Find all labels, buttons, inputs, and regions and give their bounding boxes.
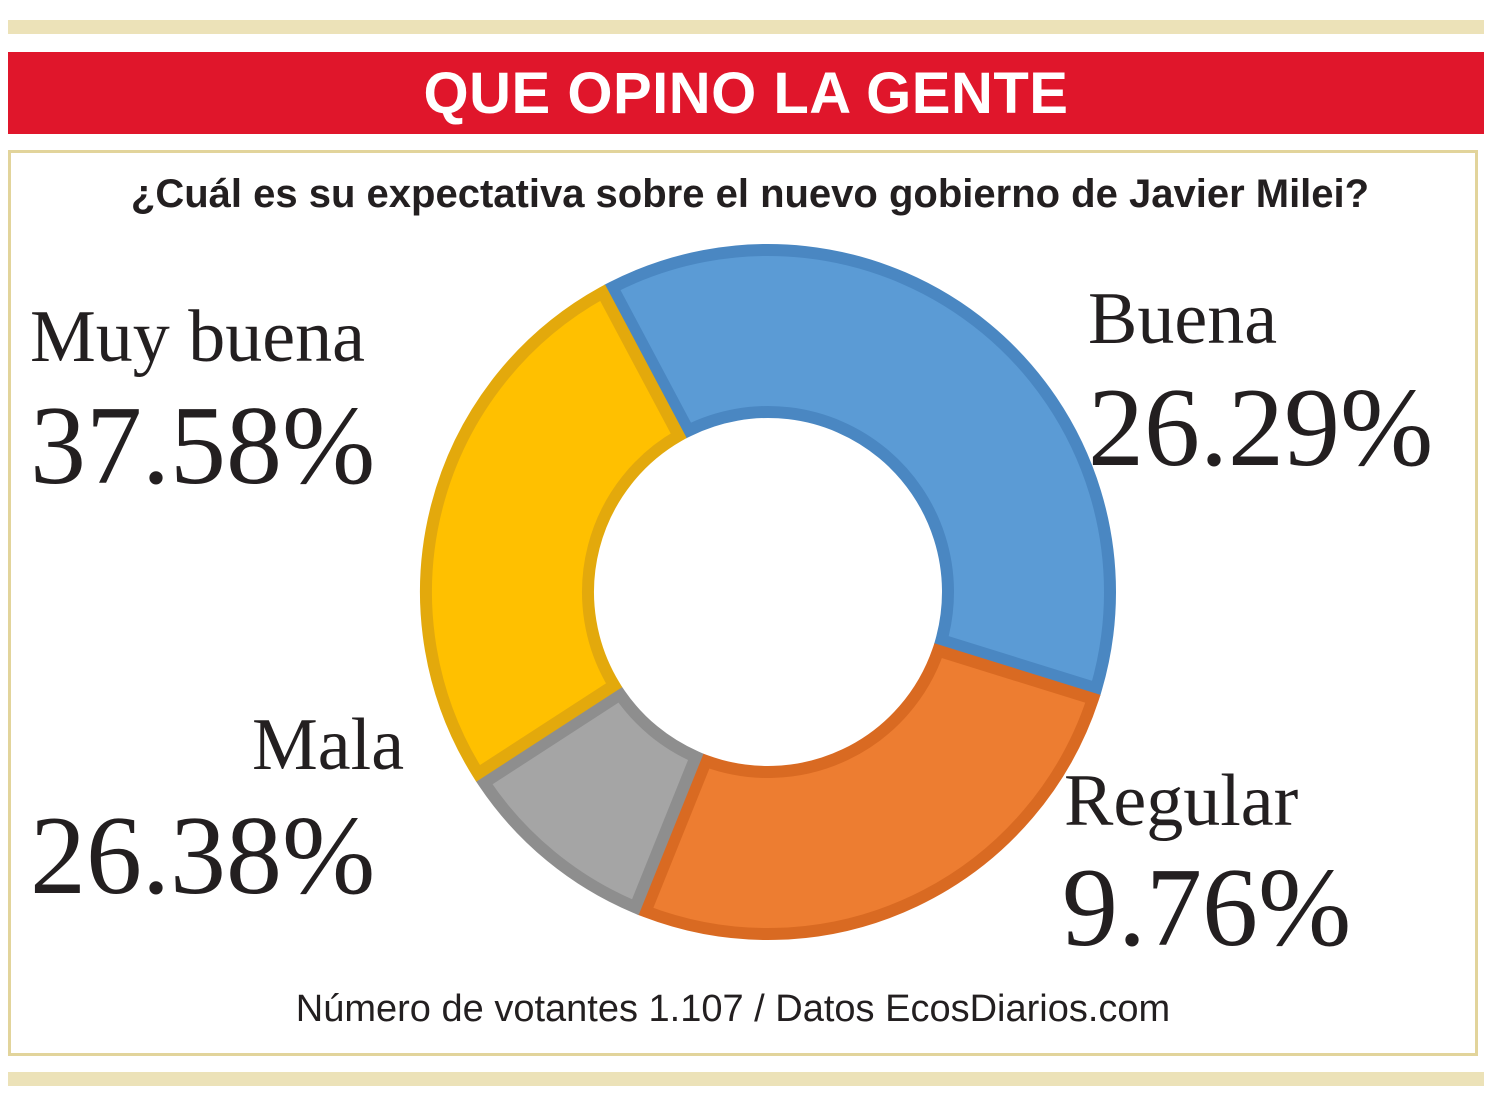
label-buena: Buena — [1088, 278, 1278, 360]
bottom-gold-rule — [8, 1072, 1484, 1086]
question-text: ¿Cuál es su expectativa sobre el nuevo g… — [130, 172, 1370, 216]
chart-frame — [8, 150, 1478, 1056]
slice-regular — [475, 686, 704, 916]
header-banner: QUE OPINO LA GENTE — [8, 52, 1484, 134]
label-muy-buena: Muy buena — [30, 296, 365, 378]
label-mala: Mala — [252, 704, 405, 786]
slice-mala — [420, 284, 687, 782]
value-mala: 26.38% — [30, 794, 376, 918]
label-regular: Regular — [1064, 760, 1299, 842]
footer-source: Número de votantes 1.107 / Datos EcosDia… — [295, 988, 1171, 1030]
header-title: QUE OPINO LA GENTE — [423, 60, 1069, 126]
value-muy-buena: 37.58% — [30, 384, 376, 508]
value-regular: 9.76% — [1062, 846, 1352, 970]
value-buena: 26.29% — [1088, 366, 1434, 490]
slice-buena — [637, 643, 1101, 940]
top-gold-rule — [8, 20, 1484, 34]
slice-muy-buena — [604, 244, 1116, 696]
